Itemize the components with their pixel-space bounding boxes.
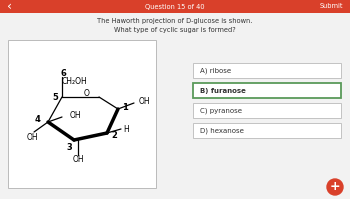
FancyBboxPatch shape [193, 63, 341, 78]
Text: 3: 3 [66, 142, 72, 151]
Text: D) hexanose: D) hexanose [200, 127, 244, 134]
Text: 6: 6 [60, 69, 66, 78]
FancyBboxPatch shape [0, 0, 350, 13]
FancyBboxPatch shape [193, 123, 341, 138]
Text: ‹: ‹ [7, 0, 12, 13]
Text: 2: 2 [111, 131, 117, 139]
Text: A) ribose: A) ribose [200, 67, 231, 74]
Text: OH: OH [26, 134, 38, 142]
Text: OH: OH [139, 98, 150, 106]
Text: What type of cyclic sugar is formed?: What type of cyclic sugar is formed? [114, 27, 236, 33]
Text: Submit: Submit [320, 4, 343, 10]
Text: H: H [123, 125, 129, 134]
Text: 1: 1 [122, 103, 128, 112]
Text: CH₂OH: CH₂OH [62, 76, 88, 86]
FancyBboxPatch shape [8, 40, 156, 188]
FancyBboxPatch shape [193, 103, 341, 118]
Text: C) pyranose: C) pyranose [200, 107, 242, 114]
Text: Question 15 of 40: Question 15 of 40 [145, 4, 205, 10]
Text: OH: OH [70, 110, 82, 120]
Text: O: O [84, 90, 90, 99]
Circle shape [327, 179, 343, 195]
Text: OH: OH [72, 155, 84, 165]
Text: 4: 4 [34, 115, 40, 125]
Text: B) furanose: B) furanose [200, 88, 246, 94]
Text: +: + [330, 180, 340, 193]
Text: 5: 5 [52, 94, 58, 102]
FancyBboxPatch shape [193, 83, 341, 98]
Text: The Haworth projection of D-glucose is shown.: The Haworth projection of D-glucose is s… [97, 18, 253, 24]
